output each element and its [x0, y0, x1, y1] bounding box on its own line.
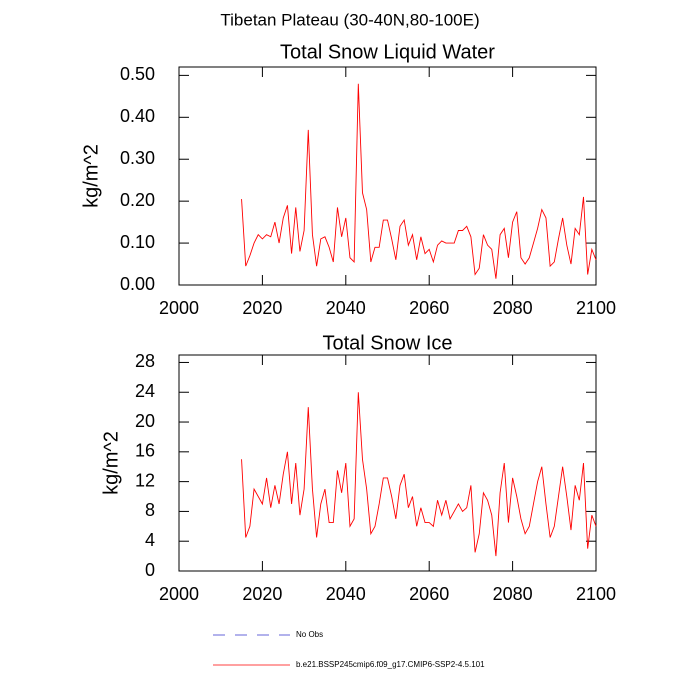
- plot-frame: [178, 66, 597, 286]
- y-axis-label: kg/m^2: [80, 144, 102, 208]
- y-tick-label: 0.10: [120, 232, 155, 252]
- y-tick-label: 24: [135, 381, 155, 401]
- chart-title: Total Snow Liquid Water: [280, 41, 495, 63]
- x-tick-label: 2000: [159, 298, 199, 318]
- y-tick-label: 0.40: [120, 106, 155, 126]
- x-tick-label: 2060: [409, 298, 449, 318]
- x-tick-label: 2040: [326, 298, 366, 318]
- plot-frame: [178, 354, 597, 572]
- y-tick-label: 4: [145, 530, 155, 550]
- x-tick-label: 2060: [409, 584, 449, 604]
- x-tick-label: 2020: [242, 298, 282, 318]
- legend-label: No Obs: [296, 630, 323, 639]
- y-tick-label: 20: [135, 411, 155, 431]
- figure-title: Tibetan Plateau (30-40N,80-100E): [220, 10, 479, 29]
- y-tick-label: 16: [135, 441, 155, 461]
- y-tick-label: 0.50: [120, 64, 155, 84]
- data-line: [241, 392, 597, 557]
- y-tick-label: 0.30: [120, 148, 155, 168]
- x-tick-label: 2100: [576, 584, 616, 604]
- x-tick-label: 2100: [576, 298, 616, 318]
- x-tick-label: 2020: [242, 584, 282, 604]
- y-tick-label: 8: [145, 500, 155, 520]
- x-tick-label: 2000: [159, 584, 199, 604]
- y-tick-label: 12: [135, 470, 155, 490]
- x-tick-label: 2040: [326, 584, 366, 604]
- x-tick-label: 2080: [493, 298, 533, 318]
- x-tick-label: 2080: [493, 584, 533, 604]
- y-tick-label: 0: [145, 560, 155, 580]
- y-tick-label: 0.00: [120, 274, 155, 294]
- chart-title: Total Snow Ice: [322, 332, 452, 354]
- legend-label: b.e21.BSSP245cmip6.f09_g17.CMIP6-SSP2-4.…: [296, 660, 485, 669]
- y-tick-label: 0.20: [120, 190, 155, 210]
- y-tick-label: 28: [135, 351, 155, 371]
- data-line: [241, 83, 597, 279]
- y-axis-label: kg/m^2: [100, 431, 122, 495]
